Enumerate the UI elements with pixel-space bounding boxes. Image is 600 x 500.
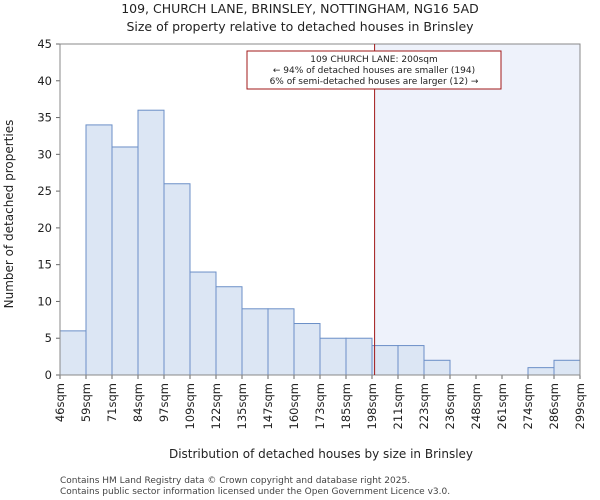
y-tick-label: 0 xyxy=(45,368,52,382)
y-tick-label: 15 xyxy=(37,258,52,272)
x-tick-label: 147sqm xyxy=(261,383,275,429)
y-ticks: 0 5 10 15 20 25 30 35 40 45 xyxy=(37,37,60,382)
annotation-line-3: 6% of semi-detached houses are larger (1… xyxy=(270,77,479,87)
bar-198sqm xyxy=(371,345,399,376)
footer-line-2: Contains public sector information licen… xyxy=(60,487,450,497)
footer-line-1: Contains HM Land Registry data © Crown c… xyxy=(60,476,410,486)
x-tick-label: 274sqm xyxy=(521,383,535,429)
bar-211sqm xyxy=(397,345,425,376)
bar-147sqm xyxy=(267,308,295,376)
plot-frame xyxy=(59,43,581,376)
annotation-line-2: ← 94% of detached houses are smaller (19… xyxy=(273,66,475,76)
y-tick-label: 25 xyxy=(37,184,52,198)
y-tick-label: 30 xyxy=(37,147,52,161)
bar-160sqm xyxy=(293,323,321,376)
bar-173sqm xyxy=(319,337,347,376)
x-tick-label: 211sqm xyxy=(391,383,405,429)
x-ticks: 46sqm 59sqm 71sqm 84sqm 97sqm 109sqm 122sqm 135… xyxy=(53,375,587,429)
x-tick-label: 248sqm xyxy=(469,383,483,429)
bar-71sqm xyxy=(111,146,139,376)
x-tick-label: 71sqm xyxy=(105,383,119,422)
y-tick-label: 45 xyxy=(37,37,52,51)
y-tick-label: 10 xyxy=(37,294,52,308)
x-tick-label: 198sqm xyxy=(365,383,379,429)
bar-59sqm xyxy=(85,124,113,376)
bar-274sqm xyxy=(527,367,555,376)
x-tick-label: 173sqm xyxy=(313,383,327,429)
y-tick-label: 35 xyxy=(37,111,52,125)
x-tick-label: 299sqm xyxy=(573,383,587,429)
y-tick-label: 20 xyxy=(37,221,52,235)
x-tick-label: 46sqm xyxy=(53,383,67,422)
bars-group xyxy=(59,109,581,376)
x-tick-label: 185sqm xyxy=(339,383,353,429)
chart-subtitle: Size of property relative to detached ho… xyxy=(126,19,474,34)
bar-109sqm xyxy=(189,271,217,376)
chart-title: 109, CHURCH LANE, BRINSLEY, NOTTINGHAM, … xyxy=(121,1,479,16)
x-tick-label: 109sqm xyxy=(183,383,197,429)
annotation-box: 109 CHURCH LANE: 200sqm ← 94% of detache… xyxy=(246,50,502,90)
y-tick-label: 40 xyxy=(37,74,52,88)
x-axis-label: Distribution of detached houses by size … xyxy=(169,447,473,461)
x-tick-label: 59sqm xyxy=(79,383,93,422)
bar-135sqm xyxy=(241,308,269,376)
bar-84sqm xyxy=(137,109,165,376)
x-tick-label: 122sqm xyxy=(209,383,223,429)
bar-185sqm xyxy=(345,337,373,376)
x-tick-label: 223sqm xyxy=(417,383,431,429)
x-tick-label: 97sqm xyxy=(157,383,171,422)
bar-46sqm xyxy=(59,330,87,376)
highlight-region xyxy=(374,44,580,375)
bar-97sqm xyxy=(163,183,191,376)
x-tick-label: 236sqm xyxy=(443,383,457,429)
bar-122sqm xyxy=(215,286,243,376)
x-tick-label: 286sqm xyxy=(547,383,561,429)
annotation-line-1: 109 CHURCH LANE: 200sqm xyxy=(310,55,437,65)
x-tick-label: 261sqm xyxy=(495,383,509,429)
y-tick-label: 5 xyxy=(45,331,52,345)
bar-286sqm xyxy=(553,359,581,376)
y-axis-label: Number of detached properties xyxy=(2,120,16,309)
bar-223sqm xyxy=(423,359,451,376)
x-tick-label: 84sqm xyxy=(131,383,145,422)
x-tick-label: 135sqm xyxy=(235,383,249,429)
x-tick-label: 160sqm xyxy=(287,383,301,429)
